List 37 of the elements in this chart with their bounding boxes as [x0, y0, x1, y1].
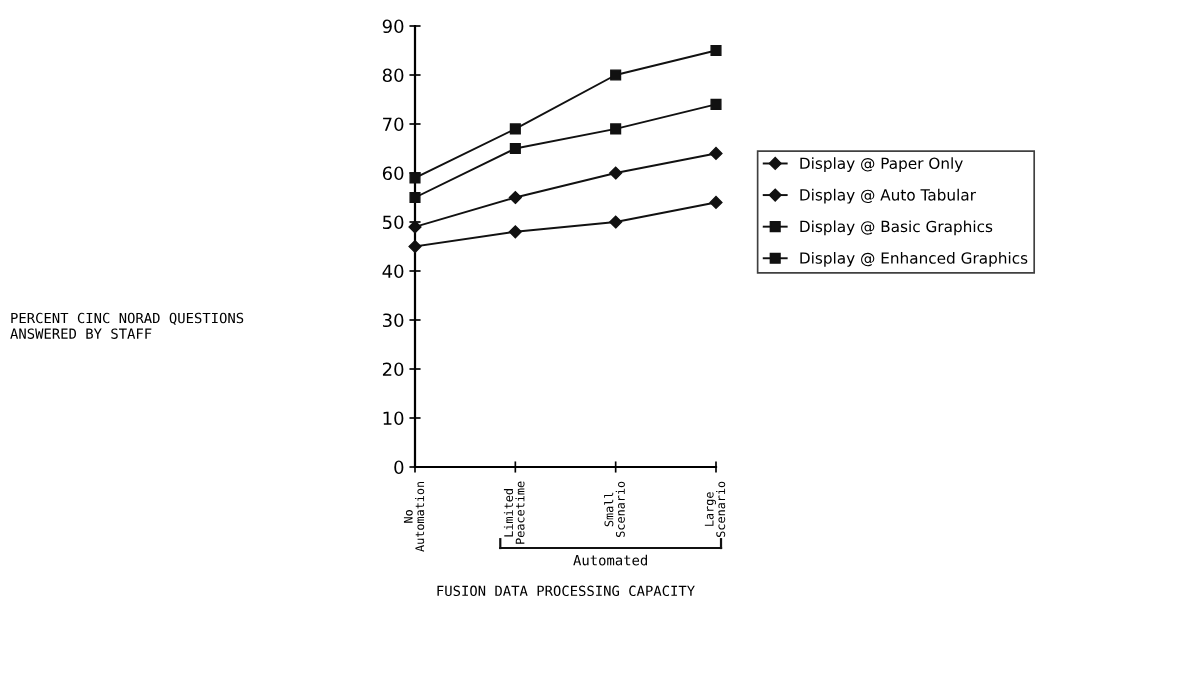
point: [508, 225, 522, 239]
point: [508, 190, 522, 205]
point: [610, 123, 622, 135]
point: [709, 195, 723, 209]
x-axis-title: FUSION DATA PROCESSING CAPACITY: [437, 585, 695, 597]
text: Automated: [573, 554, 647, 566]
y-tick-label: 0: [394, 460, 404, 475]
y-tick-label: 20: [382, 362, 404, 377]
y-tick-label: 10: [383, 411, 404, 426]
point: [609, 215, 623, 229]
y-tick-label: 40: [382, 264, 404, 279]
y-tick-label: 30: [382, 313, 404, 328]
y-tick-label: 90: [382, 19, 404, 34]
point: [609, 166, 623, 180]
text: PERCENT CINC NORAD QUESTIONS ANSWERED BY STAFF: [10, 312, 244, 339]
legend-label: Display @ Enhanced Graphics: [800, 251, 1028, 267]
legend-label: Display @ Auto Tabular: [800, 188, 976, 204]
point: [408, 239, 422, 254]
legend-label: Display @ Basic Graphics: [800, 220, 993, 236]
point: [509, 123, 521, 135]
x-tick-label: Large Scenario: [704, 481, 726, 537]
point: [710, 44, 722, 57]
point: [710, 98, 722, 110]
x-tick-label: No Automation: [403, 481, 425, 552]
point: [610, 69, 622, 81]
point: [409, 172, 421, 184]
y-tick-label: 60: [382, 166, 404, 181]
y-tick-label: 50: [383, 215, 404, 230]
legend-label: Display @ Paper Only: [800, 157, 963, 173]
point: [709, 146, 723, 160]
point: [509, 142, 521, 155]
y-tick-label: 80: [382, 68, 404, 83]
y-tick-label: 70: [383, 117, 404, 132]
point: [408, 220, 422, 234]
point: [409, 191, 421, 204]
x-tick-label: Small Scenario: [604, 481, 625, 537]
x-tick-label: Limited Peacetime: [503, 481, 525, 544]
